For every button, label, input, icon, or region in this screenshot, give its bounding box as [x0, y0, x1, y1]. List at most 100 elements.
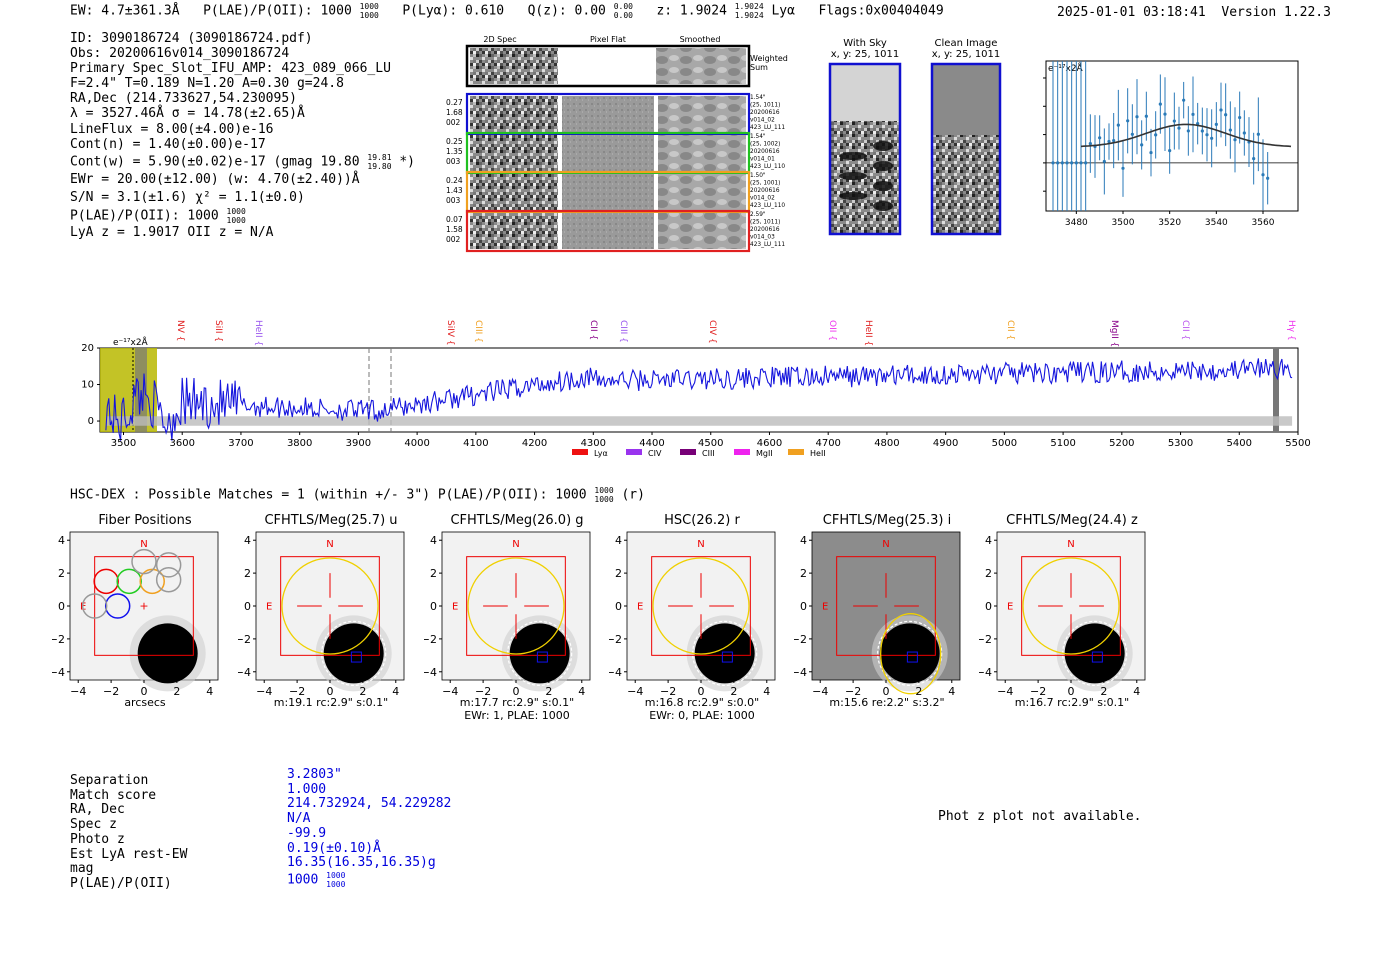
- cutout-row-right-text: 423_LU_110: [750, 203, 785, 209]
- fiber-circle: [155, 566, 182, 593]
- hsc-xtick-label: −2: [289, 685, 305, 698]
- spectrum-xtick-label: 5500: [1285, 438, 1310, 449]
- aperture-circle: [281, 557, 379, 655]
- fit-point: [1256, 132, 1260, 136]
- info-id: ID: 3090186724 (3090186724.pdf): [70, 31, 313, 46]
- cutout-row-left-text: 0.24: [446, 176, 463, 185]
- hsc-xtick-label: 0: [883, 685, 890, 698]
- info-contw: Cont(w) = 5.90(±0.02)e-17 (gmag 19.80 19…: [70, 153, 415, 171]
- hsc-panel-title: CFHTLS/Meg(25.3) i: [822, 513, 952, 528]
- header-plya: P(Lyα): 0.610: [402, 3, 505, 19]
- hsc-panel-footer-2: EWr: 1, PLAE: 1000: [464, 709, 570, 722]
- with-sky-xy: x, y: 25, 1011: [830, 49, 900, 60]
- fit-point: [1121, 166, 1125, 170]
- fit-point: [1214, 122, 1218, 126]
- bright-source: [323, 623, 384, 684]
- cutout-row-right-text: 1.50": [750, 173, 766, 179]
- cutout-row-left-text: 1.43: [446, 186, 463, 195]
- hsc-title: HSC-DEX : Possible Matches = 1 (within +…: [70, 486, 645, 504]
- hsc-panel-footer: m:17.7 rc:2.9" s:0.1": [459, 696, 575, 709]
- hsc-ytick-label: −4: [794, 666, 807, 679]
- match-label: Separation: [70, 773, 149, 788]
- legend-label: HeII: [810, 449, 826, 458]
- bright-source: [879, 623, 940, 684]
- hsc-xtick-label: 4: [392, 685, 399, 698]
- spectrum-line-label: CIII {: [473, 320, 483, 343]
- info-contw-end: *): [399, 154, 415, 170]
- fiber-circle: [155, 552, 182, 578]
- info-contw-frac: 19.81 19.80: [367, 153, 392, 171]
- fit-point: [1154, 133, 1158, 137]
- photz-note: Phot z plot not available.: [938, 809, 1142, 824]
- cutout-row-left-text: 0.27: [446, 98, 463, 107]
- spectrum-line-label: CIII {: [618, 320, 628, 343]
- fit-point: [1200, 129, 1204, 133]
- match-label: Est LyA rest-EW: [70, 846, 188, 862]
- hsc-panel-footer: m:16.8 rc:2.9" s:0.0": [644, 696, 760, 709]
- spectrum-line-label: MgII {: [1109, 320, 1119, 347]
- spectrum-xtick-label: 5400: [1227, 438, 1252, 449]
- match-label: Match score: [70, 787, 157, 803]
- fiber-circle: [93, 568, 119, 595]
- fit-point: [1158, 102, 1162, 106]
- hsc-xtick-label: 4: [763, 685, 770, 698]
- info-lambda: λ = 3527.46Å σ = 14.78(±2.65)Å: [70, 106, 305, 121]
- cutout-row-right-text: 20200616: [750, 149, 780, 155]
- hsc-panel-title: Fiber Positions: [98, 513, 192, 528]
- fit-point: [1177, 126, 1181, 130]
- cutout-row-left-text: 002: [446, 235, 461, 244]
- fit-point: [1144, 114, 1148, 118]
- fit-point: [1102, 159, 1106, 164]
- fit-point: [1205, 133, 1209, 137]
- hsc-ytick-label: −2: [979, 633, 992, 646]
- hsc-ytick-label: 0: [615, 600, 622, 613]
- hsc-ytick-label: −4: [979, 666, 992, 679]
- match-value: N/A: [287, 811, 311, 827]
- match-marker: [536, 651, 548, 663]
- hsc-xtick-label: 4: [578, 685, 585, 698]
- header-qz-frac: 0.00 0.00: [613, 2, 633, 20]
- fit-point: [1084, 161, 1088, 165]
- hsc-ytick-label: −2: [609, 633, 622, 646]
- fit-point: [1112, 138, 1116, 143]
- info-radec: RA,Dec (214.733627,54.230095): [70, 91, 297, 106]
- info-primary: Primary Spec_Slot_IFU_AMP: 423_089_066_L…: [70, 61, 391, 76]
- hsc-ytick-label: 0: [58, 600, 65, 613]
- hsc-xtick-label: −2: [103, 685, 119, 698]
- spectrum-line-label: SiII {: [213, 320, 223, 342]
- spectrum-xtick-label: 4400: [639, 438, 664, 449]
- hsc-ytick-label: −2: [52, 633, 65, 646]
- fit-point: [1266, 176, 1270, 180]
- legend-swatch: [572, 449, 588, 455]
- cutout-row-right-text: (25, 1002): [750, 142, 780, 148]
- hsc-xtick-label: −4: [997, 685, 1013, 698]
- hsc-panel-title: CFHTLS/Meg(25.7) u: [264, 513, 398, 528]
- fiber-circle: [81, 593, 108, 619]
- clean-image-xy: x, y: 25, 1011: [931, 49, 1001, 60]
- hsc-panel: N E 4 2 0 −2 −4 −4 −2 0 2 4: [794, 531, 961, 698]
- hsc-xtick-label: 0: [1068, 685, 1075, 698]
- spectrum-error-band: [105, 416, 1293, 426]
- fit-point: [1261, 173, 1265, 177]
- match-marker: [721, 651, 733, 663]
- hsc-xtick-label: −2: [660, 685, 676, 698]
- hsc-panel-footer: m:16.7 rc:2.9" s:0.1": [1014, 696, 1130, 709]
- hsc-ytick-label: −4: [609, 666, 622, 679]
- spectrum-xtick-label: 5000: [992, 438, 1017, 449]
- spectrum-xtick-label: 4300: [581, 438, 606, 449]
- spectrum-xtick-label: 4700: [815, 438, 840, 449]
- cutout-row-right-text: (25, 1011): [750, 220, 780, 226]
- search-box: [280, 556, 380, 656]
- north-label: N: [697, 539, 704, 550]
- hsc-panel: N E 4 2 0 −2 −4 −4 −2 0 2 4: [979, 531, 1146, 698]
- fit-point: [1196, 122, 1200, 126]
- info-fit-params: F=2.4" T=0.189 N=1.20 A=0.30 g=24.8: [70, 76, 344, 91]
- hsc-panel: N E 4 2 0 −2 −4 −4 −2 0 2 4: [238, 531, 405, 698]
- cutout-row-left-text: 1.58: [446, 225, 463, 234]
- fit-point: [1116, 123, 1120, 127]
- bright-source: [1064, 623, 1125, 684]
- info-obs: Obs: 20200616v014_3090186724: [70, 46, 290, 61]
- hsc-title-frac: 1000 1000: [594, 486, 614, 504]
- hsc-ytick-label: 4: [58, 534, 65, 547]
